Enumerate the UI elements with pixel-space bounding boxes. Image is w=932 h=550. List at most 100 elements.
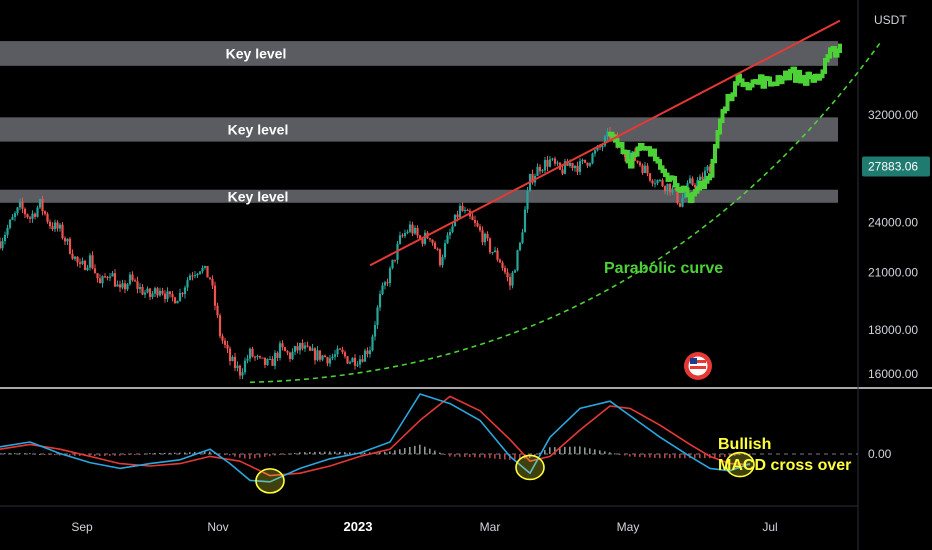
- macd-histogram-bar: [579, 446, 581, 454]
- macd-histogram-bar: [329, 451, 331, 454]
- projection-bar: [800, 74, 805, 84]
- projection-bar: [815, 73, 820, 81]
- projection-bar: [623, 149, 627, 155]
- candle-body: [341, 349, 344, 353]
- candle-body: [338, 348, 342, 350]
- candle-body: [278, 343, 282, 358]
- candle-body: [113, 273, 117, 287]
- candle-body: [281, 343, 284, 348]
- candle-body: [323, 355, 327, 358]
- candle-body: [251, 348, 254, 357]
- macd-histogram-bar: [194, 452, 196, 454]
- candle-body: [138, 287, 142, 289]
- macd-histogram-bar: [54, 454, 56, 456]
- macd-histogram-bar: [164, 452, 166, 454]
- projection-bar: [685, 187, 690, 198]
- candle-body: [196, 273, 199, 276]
- candle-body: [511, 272, 514, 286]
- time-axis-label: Nov: [207, 520, 228, 534]
- macd-histogram-bar: [554, 447, 556, 454]
- macd-histogram-bar: [669, 454, 671, 459]
- candle-body: [148, 288, 152, 297]
- candle-body: [31, 213, 34, 219]
- candle-body: [408, 224, 412, 232]
- macd-histogram-bar: [564, 446, 566, 454]
- candle-body: [18, 201, 22, 208]
- macd-histogram-bar: [704, 454, 706, 459]
- macd-histogram-bar: [729, 454, 731, 457]
- macd-histogram-bar: [364, 452, 366, 454]
- macd-line: [0, 393, 751, 483]
- candle-body: [143, 292, 147, 295]
- candle-body: [316, 350, 319, 361]
- macd-histogram-bar: [74, 454, 76, 456]
- projection-bar: [678, 187, 682, 193]
- projection-bar: [618, 141, 622, 148]
- candle-body: [288, 352, 292, 360]
- candle-body: [461, 205, 464, 211]
- macd-histogram-bar: [114, 454, 116, 456]
- candle-body: [578, 161, 582, 172]
- projection-bar: [795, 69, 800, 83]
- macd-histogram-bar: [499, 454, 501, 460]
- candle-body: [38, 198, 42, 208]
- key-level-label: Key level: [228, 121, 289, 137]
- macd-histogram-bar: [124, 454, 126, 456]
- candle-body: [296, 346, 299, 351]
- candle-body: [571, 163, 574, 169]
- projection-bar: [828, 47, 832, 59]
- candle-body: [178, 293, 182, 301]
- candle-body: [91, 255, 94, 269]
- candle-body: [76, 256, 79, 263]
- candle-body: [68, 238, 72, 254]
- candle-body: [696, 180, 699, 188]
- macd-histogram-bar: [459, 454, 461, 457]
- candle-body: [673, 188, 677, 190]
- macd-histogram-bar: [644, 454, 646, 458]
- candle-body: [283, 347, 287, 352]
- parabolic-curve-label: Parabolic curve: [604, 260, 723, 277]
- candle-body: [271, 358, 274, 366]
- projection-bar: [625, 149, 630, 164]
- candle-body: [683, 193, 687, 198]
- macd-histogram-bar: [604, 451, 606, 454]
- macd-histogram-bar: [239, 454, 241, 458]
- candle-body: [531, 173, 534, 183]
- projection-bar: [718, 118, 722, 135]
- macd-histogram-bar: [159, 452, 161, 454]
- macd-histogram-bar: [154, 453, 156, 455]
- candle-body: [173, 297, 177, 304]
- price-tick-label: 24000.00: [868, 215, 918, 229]
- price-tick-label: 18000.00: [868, 323, 918, 337]
- candle-body: [176, 300, 179, 304]
- candle-body: [221, 336, 224, 341]
- macd-histogram-bar: [519, 454, 521, 460]
- candle-body: [63, 238, 67, 242]
- candle-body: [521, 232, 524, 243]
- macd-histogram-bar: [544, 450, 546, 454]
- projection-bar: [635, 146, 640, 157]
- candle-body: [653, 183, 657, 185]
- candle-body: [46, 213, 49, 222]
- macd-cross-marker: [515, 454, 545, 481]
- key-levels-layer: [0, 41, 838, 203]
- candle-body: [213, 285, 217, 306]
- candle-body: [691, 178, 694, 185]
- candle-body: [473, 219, 477, 223]
- candle-body: [201, 267, 204, 272]
- projection-bar: [745, 81, 750, 91]
- candle-body: [361, 359, 364, 362]
- candle-body: [391, 259, 394, 269]
- macd-histogram-bar: [309, 452, 311, 454]
- macd-histogram-bar: [149, 453, 151, 455]
- projection-bar: [818, 73, 822, 81]
- candle-body: [126, 284, 129, 290]
- macd-histogram-bar: [504, 454, 506, 460]
- candle-body: [183, 287, 187, 295]
- candle-body: [476, 222, 479, 227]
- candle-body: [243, 360, 247, 373]
- candle-body: [231, 356, 234, 362]
- trendlines-layer: [249, 19, 881, 384]
- current-price-tag: [862, 156, 930, 177]
- candle-body: [386, 282, 389, 284]
